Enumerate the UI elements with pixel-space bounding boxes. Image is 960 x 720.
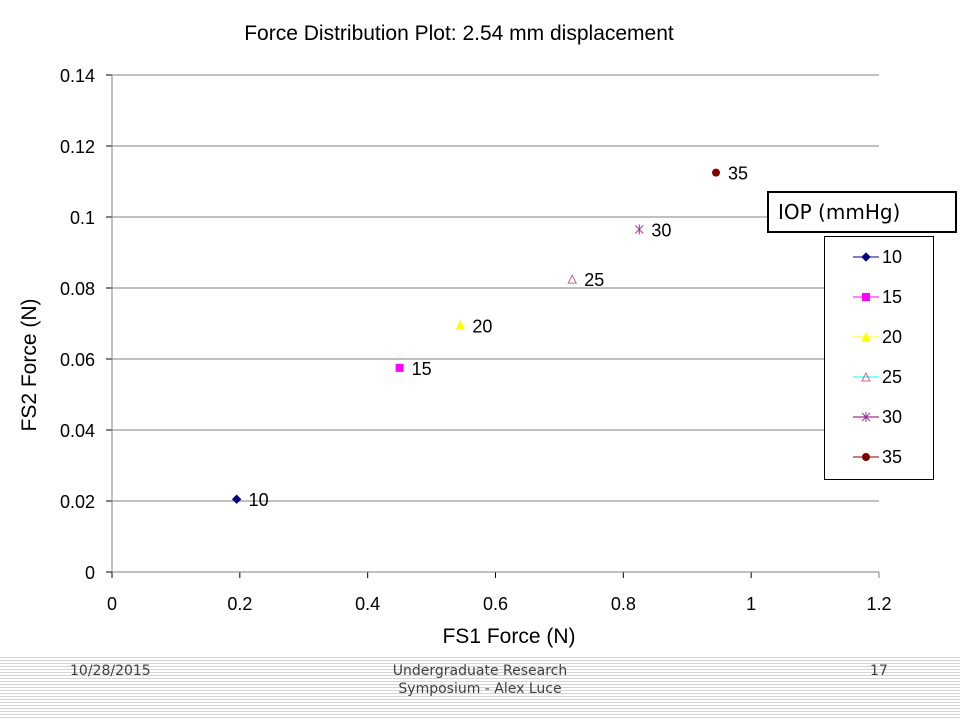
x-tick-label: 0.6 [483,594,508,614]
footer-date: 10/28/2015 [70,663,151,679]
grid-layer [112,74,879,502]
square-marker [395,363,404,372]
data-point-25: 25 [567,270,604,290]
data-point-30: 30 [634,220,671,240]
open-triangle-marker [861,371,871,382]
open-triangle-marker [567,274,578,284]
data-point-35: 35 [712,164,748,184]
triangle-marker [861,331,871,342]
diamond-marker [231,494,242,504]
tick-label-layer: 0 0.02 0.04 0.06 0.08 0.1 0.12 0.14 0 0.2 0.4 0.6 0.… [60,66,892,614]
x-tick-label: 1.2 [866,594,891,614]
legend-swatch [853,252,879,262]
legend-item-15: 15 [825,282,935,312]
y-tick-label: 0.02 [60,492,95,512]
legend-label: 35 [882,447,903,467]
asterisk-stroke [861,412,871,422]
data-label: 20 [472,316,492,336]
y-tick-label: 0.1 [70,208,95,228]
legend-item-30: 30 [825,402,935,432]
data-point-20: 20 [455,316,492,336]
x-tick-label: 0 [107,594,117,614]
legend-swatch [853,453,879,461]
legend-label: 30 [882,407,903,427]
page-number: 17 [870,663,888,679]
data-label: 35 [728,164,748,184]
legend-label: 25 [882,367,903,387]
data-label: 30 [651,220,671,240]
x-tick-label: 0.2 [227,594,252,614]
asterisk-marker [861,412,871,422]
legend-swatch [853,331,879,342]
y-tick-label: 0.14 [60,66,95,86]
data-point-layer: 10 15 20 25 30 35 [231,164,748,510]
circle-marker [712,168,721,177]
legend-label: 10 [882,247,903,267]
footer-title-line-1: Undergraduate Research [392,663,568,679]
asterisk-marker [634,224,644,235]
legend-label: 20 [882,327,903,347]
data-label: 25 [584,270,604,290]
x-tick-label: 0.8 [611,594,636,614]
data-label: 15 [412,359,432,379]
legend-swatch [853,293,879,301]
chart-title: Force Distribution Plot: 2.54 mm displac… [244,22,674,45]
footer-title-line-2: Symposium - Alex Luce [398,681,562,697]
data-point-15: 15 [395,359,432,379]
y-tick-label: 0.06 [60,350,95,370]
data-point-10: 10 [231,490,269,510]
x-tick-label: 1 [746,594,756,614]
legend-title: IOP (mmHg) [778,200,901,224]
legend-item-20: 20 [825,322,935,352]
x-axis-label: FS1 Force (N) [442,625,575,648]
scatter-chart: Force Distribution Plot: 2.54 mm displac… [18,22,892,648]
asterisk-stroke [634,225,644,234]
legend: 10 15 20 25 30 35 [824,236,934,480]
footer-title: Undergraduate Research Symposium - Alex … [330,662,630,698]
y-tick-label: 0 [85,563,95,583]
y-tick-label: 0.08 [60,279,95,299]
footer-band [0,656,960,720]
diamond-marker [861,252,871,262]
legend-label: 15 [882,287,903,307]
legend-swatch [853,412,879,422]
legend-title-box: IOP (mmHg) [767,191,957,233]
circle-marker [862,453,870,461]
y-tick-label: 0.12 [60,137,95,157]
legend-item-10: 10 [825,242,935,272]
y-axis-label: FS2 Force (N) [18,298,41,431]
legend-item-35: 35 [825,442,935,472]
x-tick-label: 0.4 [355,594,380,614]
y-tick-label: 0.04 [60,421,95,441]
axis-layer [106,74,880,578]
square-marker [862,293,870,301]
legend-swatch [853,371,879,382]
legend-item-25: 25 [825,362,935,392]
data-label: 10 [249,490,269,510]
triangle-marker [455,320,466,330]
